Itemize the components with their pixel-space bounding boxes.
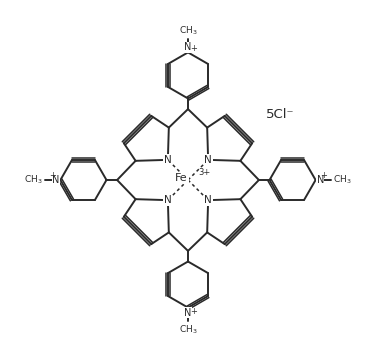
Text: N: N (204, 155, 212, 165)
Text: N: N (317, 175, 324, 185)
Text: N: N (52, 175, 59, 185)
Text: +: + (191, 307, 197, 316)
Text: Fe: Fe (175, 173, 188, 183)
Text: 5Cl⁻: 5Cl⁻ (266, 108, 294, 121)
Text: N: N (164, 195, 172, 205)
Text: N: N (164, 155, 172, 165)
Text: 3+: 3+ (198, 168, 210, 177)
Text: N: N (184, 307, 192, 318)
Text: CH$_3$: CH$_3$ (179, 24, 197, 37)
Text: CH$_3$: CH$_3$ (333, 174, 352, 186)
Text: N: N (184, 42, 192, 53)
Text: +: + (191, 44, 197, 53)
Text: CH$_3$: CH$_3$ (24, 174, 43, 186)
Text: +: + (49, 171, 56, 180)
Text: +: + (320, 171, 327, 180)
Text: CH$_3$: CH$_3$ (179, 323, 197, 336)
Text: N: N (204, 195, 212, 205)
